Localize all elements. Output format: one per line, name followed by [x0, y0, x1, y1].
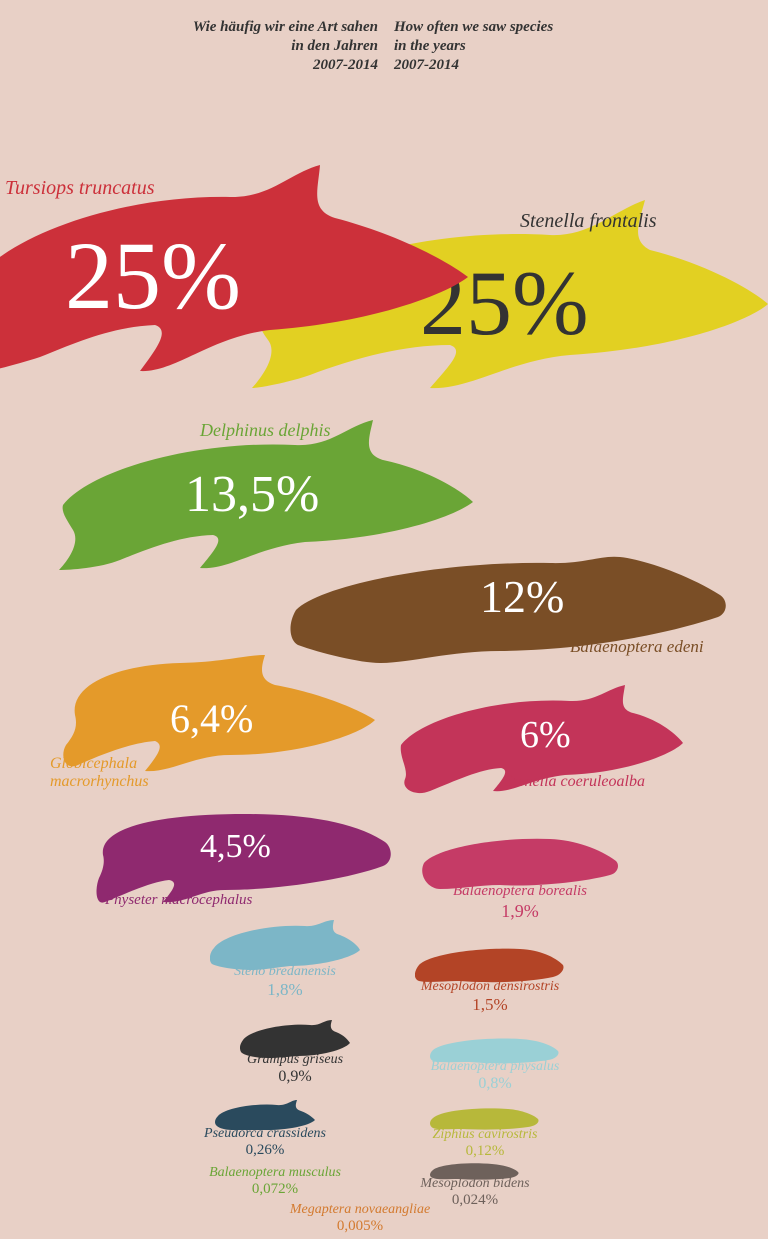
label-borealis: Balaenoptera borealis	[453, 883, 587, 900]
whale-icon	[420, 835, 620, 890]
title-de-l3: 2007-2014	[313, 57, 378, 73]
species-delphinus: 13,5% Delphinus delphis	[55, 420, 475, 570]
label-globicephala-l1: Globicephala	[50, 755, 137, 772]
label-megaptera: Megaptera novaeangliae	[290, 1202, 430, 1218]
label-steno: Steno bredanensis	[234, 964, 336, 980]
percent-mesoplodon-d: 1,5%	[472, 995, 507, 1015]
label-physeter: Physeter macrocephalus	[105, 892, 252, 909]
title-de-l1: Wie häufig wir eine Art sahen	[193, 19, 378, 35]
species-globicephala: 6,4% Globicephala macrorhynchus	[60, 655, 380, 775]
percent-stenella-c: 6%	[520, 713, 571, 757]
species-grampus: Grampus griseus 0,9%	[240, 1020, 350, 1058]
species-physeter: 4,5% Physeter macrocephalus	[95, 810, 395, 905]
species-borealis: Balaenoptera borealis 1,9%	[420, 835, 620, 890]
label-tursiops: Tursiops truncatus	[5, 177, 154, 200]
percent-bryde: 12%	[480, 570, 564, 623]
label-bidens: Mesoplodon bidens	[420, 1176, 529, 1192]
species-bidens: Mesoplodon bidens 0,024%	[430, 1160, 520, 1180]
label-musculus: Balaenoptera musculus	[209, 1165, 341, 1181]
dolphin-icon	[210, 920, 360, 970]
species-pseudorca: Pseudorca crassidens 0,26%	[215, 1100, 315, 1130]
percent-musculus: 0,072%	[252, 1181, 298, 1198]
label-delphinus: Delphinus delphis	[200, 420, 331, 441]
percent-pseudorca: 0,26%	[246, 1142, 285, 1159]
percent-ziphius: 0,12%	[466, 1143, 505, 1160]
species-steno: Steno bredanensis 1,8%	[210, 920, 360, 970]
label-physalus: Balaenoptera physalus	[431, 1059, 560, 1075]
label-ziphius: Ziphius cavirostris	[433, 1127, 538, 1143]
label-stenella-frontalis: Stenella frontalis	[520, 210, 656, 233]
label-pseudorca: Pseudorca crassidens	[204, 1126, 326, 1142]
title-en-l2: in the years	[394, 38, 466, 54]
title-en-l3: 2007-2014	[394, 57, 459, 73]
percent-borealis: 1,9%	[501, 901, 539, 922]
species-stenella-c: 6% Stenella coeruleoalba	[395, 685, 685, 795]
percent-physalus: 0,8%	[478, 1075, 511, 1093]
label-bryde: Balaenoptera edeni	[570, 637, 704, 657]
species-mesoplodon-d: Mesoplodon densirostris 1,5%	[415, 945, 565, 985]
label-stenella-c: Stenella coeruleoalba	[505, 773, 645, 791]
title-en-l1: How often we saw species	[394, 19, 553, 35]
percent-physeter: 4,5%	[200, 828, 271, 866]
species-ziphius: Ziphius cavirostris 0,12%	[430, 1105, 540, 1131]
title-en: How often we saw species in the years 20…	[394, 18, 553, 74]
label-globicephala: Globicephala macrorhynchus	[50, 755, 149, 790]
percent-steno: 1,8%	[267, 980, 302, 1000]
percent-tursiops: 25%	[65, 220, 241, 331]
infographic-stage: Wie häufig wir eine Art sahen in den Jah…	[0, 0, 768, 1239]
percent-megaptera: 0,005%	[337, 1218, 383, 1235]
percent-globicephala: 6,4%	[170, 695, 253, 742]
label-globicephala-l2: macrorhynchus	[50, 773, 149, 790]
label-grampus: Grampus griseus	[247, 1052, 343, 1068]
title-de: Wie häufig wir eine Art sahen in den Jah…	[193, 18, 378, 74]
percent-grampus: 0,9%	[278, 1068, 311, 1086]
label-mesoplodon-d: Mesoplodon densirostris	[421, 979, 559, 995]
percent-bidens: 0,024%	[452, 1192, 498, 1209]
percent-delphinus: 13,5%	[185, 465, 319, 524]
species-physalus: Balaenoptera physalus 0,8%	[430, 1035, 560, 1065]
species-bryde: 12% Balaenoptera edeni	[290, 555, 730, 665]
species-tursiops: 25% Tursiops truncatus	[0, 165, 470, 375]
title-de-l2: in den Jahren	[291, 38, 378, 54]
